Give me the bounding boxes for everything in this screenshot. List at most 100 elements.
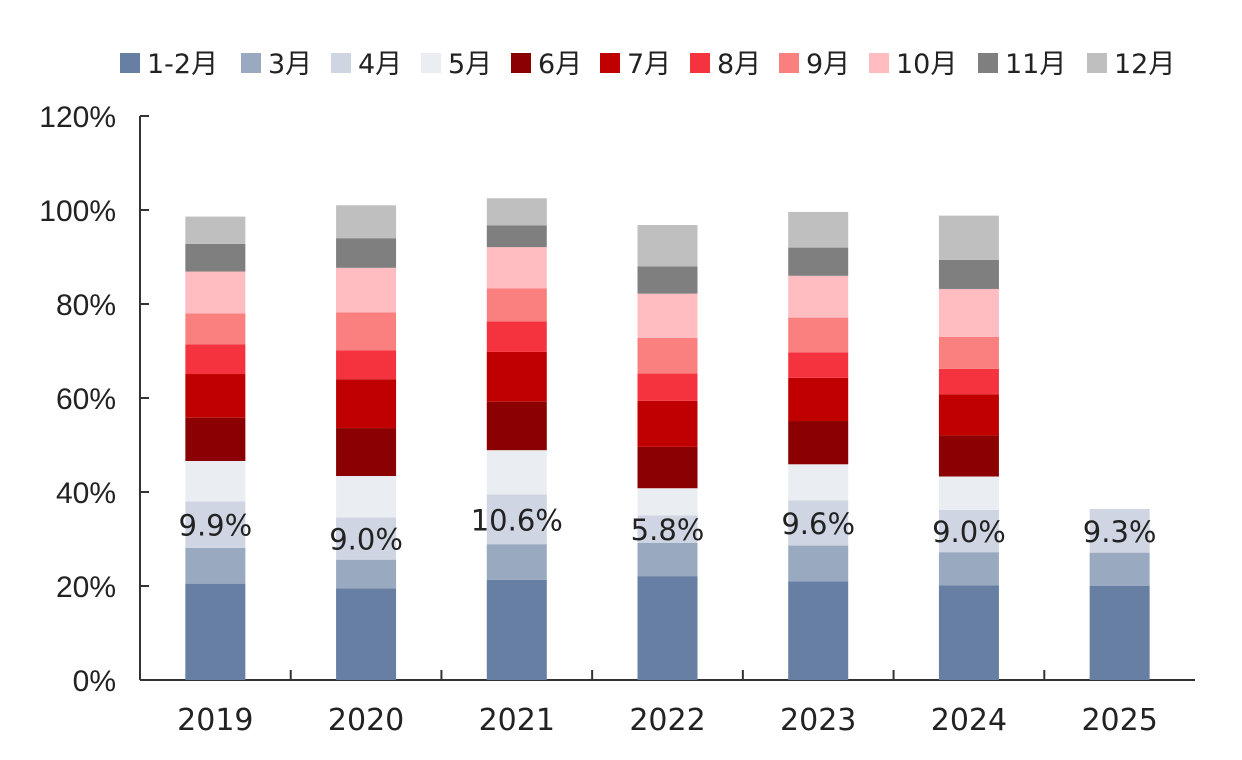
legend-item-7: 8月 xyxy=(690,49,761,80)
legend-swatch xyxy=(869,53,889,73)
bar-segment-2022-2 xyxy=(637,542,698,577)
y-tick-label-0: 0% xyxy=(73,665,116,698)
bar-segment-2025-3 xyxy=(1089,508,1150,553)
legend-swatch xyxy=(1087,53,1107,73)
legend-label: 11月 xyxy=(1005,49,1066,80)
bar-segment-2024-3 xyxy=(938,509,999,553)
bar-segment-2019-10 xyxy=(185,243,246,272)
bar-segment-2024-6 xyxy=(938,394,999,436)
legend-label: 3月 xyxy=(268,49,312,80)
bar-segment-2023-5 xyxy=(788,421,849,465)
legend-item-1: 1-2月 xyxy=(120,49,218,80)
bar-segment-2021-1 xyxy=(486,579,547,680)
legend-item-8: 9月 xyxy=(779,49,850,80)
bar-stack-2020 xyxy=(336,205,397,680)
bar-segment-2022-7 xyxy=(637,373,698,401)
legend-swatch xyxy=(978,53,998,73)
bar-segment-2021-6 xyxy=(486,351,547,402)
bar-stack-2022 xyxy=(637,225,698,680)
bar-segment-2020-5 xyxy=(336,428,397,477)
bar-segment-2023-9 xyxy=(788,275,849,318)
bar-segment-2023-11 xyxy=(788,211,849,248)
bar-segment-2020-7 xyxy=(336,350,397,380)
legend-label: 7月 xyxy=(627,49,671,80)
bar-segment-2021-8 xyxy=(486,288,547,322)
bar-segment-2023-1 xyxy=(788,581,849,680)
legend-item-11: 12月 xyxy=(1087,49,1175,80)
legend-label: 5月 xyxy=(448,49,492,80)
legend-item-4: 5月 xyxy=(421,49,492,80)
bar-segment-2024-9 xyxy=(938,288,999,337)
bar-segment-2019-1 xyxy=(185,583,246,680)
bar-segment-2024-11 xyxy=(938,215,999,260)
y-tick-label-80: 80% xyxy=(56,289,116,322)
data-label-2023: 9.6% xyxy=(781,507,855,541)
bar-segment-2019-6 xyxy=(185,374,246,418)
legend-item-10: 11月 xyxy=(978,49,1066,80)
bar-segment-2024-7 xyxy=(938,368,999,395)
legend-swatch xyxy=(779,53,799,73)
data-label-2019: 9.9% xyxy=(179,509,253,543)
bar-segment-2024-4 xyxy=(938,476,999,510)
legend-item-6: 7月 xyxy=(600,49,671,80)
legend-swatch xyxy=(120,53,140,73)
bar-segment-2021-5 xyxy=(486,401,547,451)
data-labels: 9.9% 9.0% 10.6% 5.8% 9.6% 9.0% 9.3% xyxy=(179,503,1157,556)
bar-segment-2023-6 xyxy=(788,377,849,422)
bar-segment-2024-8 xyxy=(938,336,999,369)
bar-segment-2022-1 xyxy=(637,576,698,680)
bar-segment-2019-2 xyxy=(185,547,246,584)
legend-item-5: 6月 xyxy=(511,49,582,80)
x-tick-label-2022: 2022 xyxy=(629,703,705,738)
legend-swatch xyxy=(421,53,441,73)
bar-segment-2024-2 xyxy=(938,552,999,586)
bar-segment-2023-7 xyxy=(788,352,849,378)
x-tick-label-2020: 2020 xyxy=(328,703,404,738)
x-tick-label-2024: 2024 xyxy=(931,703,1007,738)
bar-segment-2023-8 xyxy=(788,317,849,353)
bar-segment-2025-1 xyxy=(1089,586,1150,680)
legend-label: 6月 xyxy=(538,49,582,80)
bar-segment-2022-6 xyxy=(637,400,698,447)
bar-segment-2019-5 xyxy=(185,417,246,461)
bar-segment-2023-10 xyxy=(788,247,849,276)
legend-label: 9月 xyxy=(806,49,850,80)
bar-segment-2021-4 xyxy=(486,450,547,495)
bar-segment-2020-1 xyxy=(336,588,397,680)
y-tick-label-40: 40% xyxy=(56,477,116,510)
bar-stack-2021 xyxy=(486,198,547,680)
axes: 0% 20% 40% 60% 80% 100% 120% 2019 2020 2021 2022 20… xyxy=(39,101,1195,738)
bar-segment-2020-6 xyxy=(336,379,397,429)
bar-segment-2023-3 xyxy=(788,500,849,546)
y-tick-label-60: 60% xyxy=(56,383,116,416)
bar-segment-2021-9 xyxy=(486,247,547,289)
legend-label: 1-2月 xyxy=(147,49,218,80)
data-label-2025: 9.3% xyxy=(1083,515,1157,549)
legend-swatch xyxy=(511,53,531,73)
bar-segment-2024-5 xyxy=(938,435,999,477)
legend-swatch xyxy=(331,53,351,73)
bar-segment-2022-5 xyxy=(637,446,698,489)
bar-segment-2022-9 xyxy=(637,293,698,338)
bar-segment-2020-4 xyxy=(336,476,397,518)
x-tick-label-2025: 2025 xyxy=(1081,703,1157,738)
bar-segment-2022-10 xyxy=(637,266,698,294)
data-label-2022: 5.8% xyxy=(631,513,705,547)
bar-stack-2024 xyxy=(938,215,999,680)
legend-item-3: 4月 xyxy=(331,49,402,80)
bar-segment-2024-10 xyxy=(938,259,999,289)
bar-segment-2022-11 xyxy=(637,225,698,267)
bar-segment-2020-10 xyxy=(336,238,397,268)
bar-segment-2021-10 xyxy=(486,225,547,248)
bar-segment-2019-3 xyxy=(185,501,246,548)
bar-stack-2025 xyxy=(1089,508,1150,680)
bar-stack-2023 xyxy=(788,211,849,680)
data-label-2024: 9.0% xyxy=(932,515,1006,549)
bar-segment-2019-11 xyxy=(185,216,246,244)
bar-segment-2020-2 xyxy=(336,559,397,589)
x-tick-label-2023: 2023 xyxy=(780,703,856,738)
bar-segment-2020-8 xyxy=(336,312,397,351)
legend-item-2: 3月 xyxy=(241,49,312,80)
bar-stack-2019 xyxy=(185,216,246,680)
